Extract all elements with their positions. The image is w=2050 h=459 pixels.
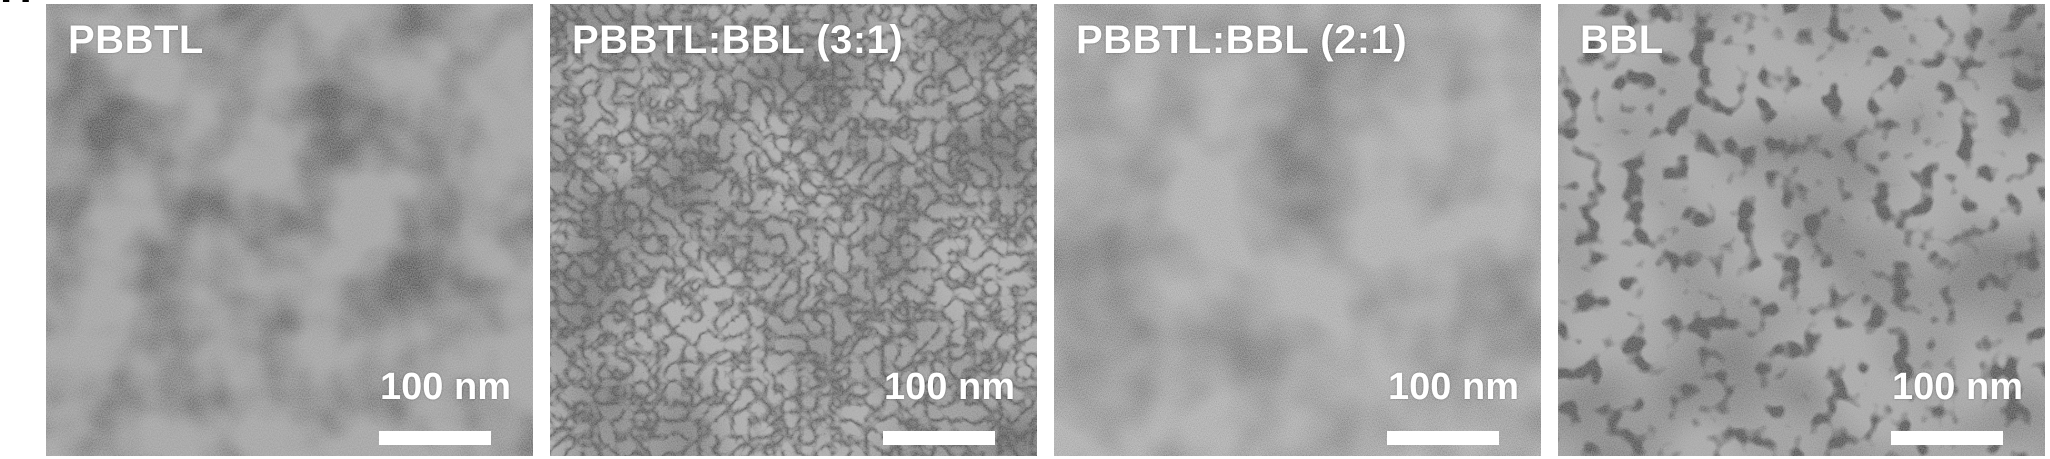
scale-bar-label: 100 nm <box>380 366 511 408</box>
micrograph-texture <box>46 4 533 456</box>
panel-label: PBBTL:BBL (3:1) <box>572 18 904 62</box>
scale-bar-label: 100 nm <box>1388 366 1519 408</box>
panel-label: PBBTL <box>68 18 204 62</box>
micrograph-panel-pbbtl-bbl-3-1: PBBTL:BBL (3:1) 100 nm <box>550 4 1037 456</box>
panel-label: BBL <box>1580 18 1664 62</box>
scale-bar-label: 100 nm <box>884 366 1015 408</box>
micrograph-panel-pbbtl: PBBTL 100 nm <box>46 4 533 456</box>
scale-bar <box>1387 431 1499 445</box>
scale-bar <box>1891 431 2003 445</box>
micrograph-texture <box>550 4 1037 456</box>
scale-bar-label: 100 nm <box>1892 366 2023 408</box>
panel-label: PBBTL:BBL (2:1) <box>1076 18 1408 62</box>
micrograph-texture <box>1558 4 2045 456</box>
micrograph-texture <box>1054 4 1541 456</box>
scale-bar <box>379 431 491 445</box>
figure-panel-letter: H <box>0 0 32 10</box>
scale-bar <box>883 431 995 445</box>
micrograph-panel-pbbtl-bbl-2-1: PBBTL:BBL (2:1) 100 nm <box>1054 4 1541 456</box>
micrograph-panel-bbl: BBL 100 nm <box>1558 4 2045 456</box>
